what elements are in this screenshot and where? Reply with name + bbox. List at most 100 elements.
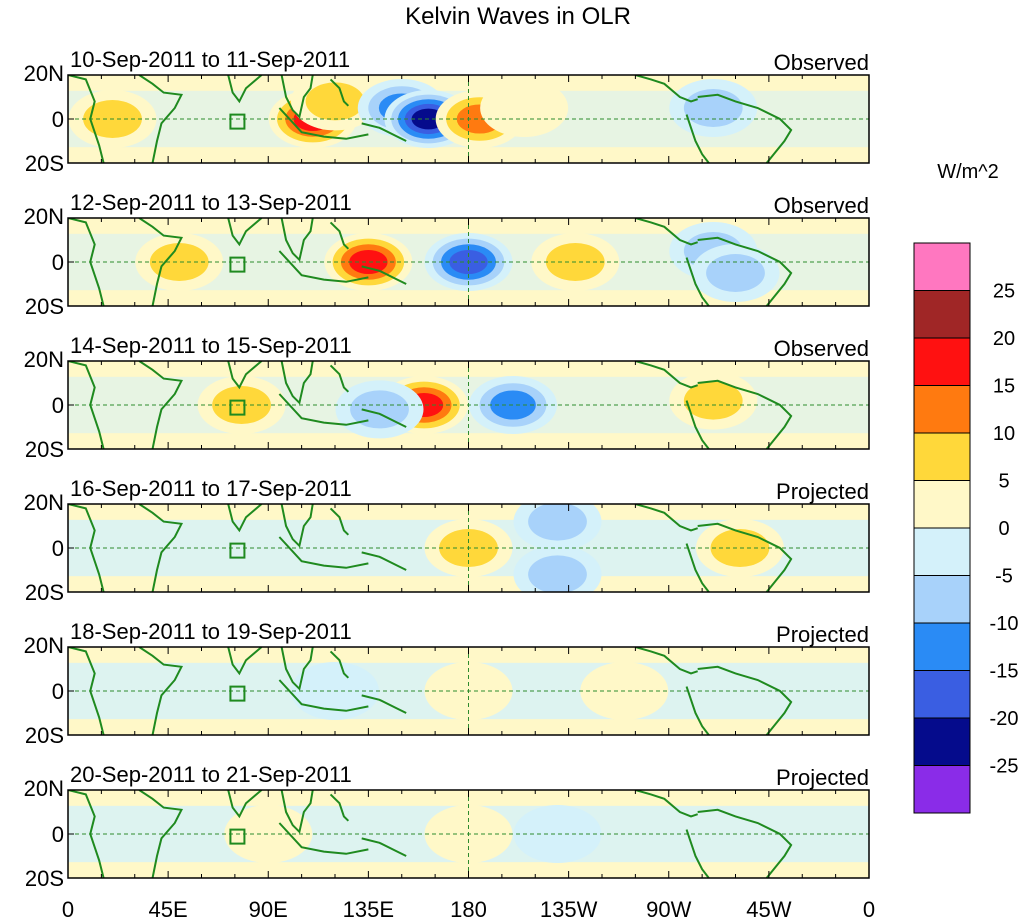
anomaly-contour: [683, 381, 743, 420]
south-america-west-coast: [685, 400, 710, 449]
southeast-asia-coast: [280, 75, 314, 119]
south-america-west-coast: [685, 543, 710, 592]
y-tick-label: 20N: [24, 490, 64, 515]
colorbar-swatch: [913, 385, 971, 434]
panel-status: Observed: [774, 193, 869, 218]
africa-west-coast: [68, 504, 105, 592]
coastlines: [68, 647, 793, 735]
india-coast: [227, 75, 263, 104]
colorbar-level-label: 10: [993, 423, 1015, 445]
x-tick-label: 135W: [540, 897, 598, 922]
colorbar-swatch: [913, 432, 971, 481]
southeast-asia-coast: [280, 504, 314, 548]
philippines-coast: [329, 364, 350, 393]
africa-east-coast: [138, 504, 184, 592]
india-coast: [227, 790, 263, 819]
south-america-east-coast: [697, 522, 793, 592]
south-america-west-coast: [685, 257, 710, 306]
africa-east-coast: [138, 790, 184, 878]
southeast-asia-coast: [280, 361, 314, 405]
panel-status: Projected: [776, 622, 869, 647]
anomaly-contour: [528, 555, 587, 592]
y-tick-label: 20S: [25, 294, 64, 319]
india-coast: [227, 218, 263, 247]
panel-date-range: 12-Sep-2011 to 13-Sep-2011: [70, 190, 352, 215]
colorbar-swatch: [913, 527, 971, 576]
colorbar-level-label: 25: [993, 281, 1015, 303]
y-tick-label: 20S: [25, 151, 64, 176]
panel: 20N 0 20S 18-Sep-2011 to 19-Sep-2011 Project…: [24, 619, 870, 748]
panel-date-range: 18-Sep-2011 to 19-Sep-2011: [70, 619, 352, 644]
central-america-coast: [635, 75, 698, 103]
y-tick-label: 20N: [24, 347, 64, 372]
south-america-west-coast: [685, 686, 710, 735]
panel-date-range: 10-Sep-2011 to 11-Sep-2011: [70, 47, 350, 72]
south-america-east-coast: [697, 236, 793, 306]
y-tick-label: 0: [52, 679, 64, 704]
africa-west-coast: [68, 218, 105, 306]
colorbar-level-label: -25: [990, 756, 1019, 778]
colorbar-level-label: 0: [998, 518, 1009, 540]
new-guinea-coast: [361, 551, 407, 571]
x-tick-label: 90W: [646, 897, 691, 922]
colorbar-swatch: [913, 290, 971, 339]
south-america-west-coast: [685, 114, 710, 163]
coastlines: [68, 361, 793, 449]
central-america-coast: [635, 361, 698, 389]
region-box: [229, 256, 246, 273]
colorbar-level-label: 5: [998, 471, 1009, 493]
southeast-asia-coast: [280, 790, 314, 834]
new-guinea-coast: [361, 837, 407, 857]
region-box: [229, 113, 246, 130]
coastlines: [68, 75, 793, 163]
colorbar-swatch: [913, 670, 971, 719]
central-america-coast: [635, 218, 698, 246]
y-tick-label: 20S: [25, 723, 64, 748]
colorbar-level-label: -5: [995, 566, 1013, 588]
philippines-coast: [329, 221, 350, 250]
africa-east-coast: [138, 361, 184, 449]
indonesia-coast: [278, 393, 369, 426]
y-tick-label: 20N: [24, 204, 64, 229]
y-tick-label: 20N: [24, 776, 64, 801]
indonesia-coast: [278, 679, 369, 712]
x-tick-label: 45W: [746, 897, 791, 922]
anomaly-contour: [528, 504, 587, 541]
x-tick-label: 0: [863, 897, 875, 922]
panel-date-range: 20-Sep-2011 to 21-Sep-2011: [70, 762, 352, 787]
x-tick-label: 90E: [249, 897, 288, 922]
colorbar-swatch: [913, 575, 971, 624]
anomaly-contour: [706, 254, 765, 292]
colorbar-level-label: -15: [990, 661, 1019, 683]
south-america-east-coast: [697, 379, 793, 449]
south-america-east-coast: [697, 93, 793, 163]
colorbar-units-label: W/m^2: [937, 161, 999, 183]
x-tick-label: 45E: [149, 897, 188, 922]
anomaly-contour: [513, 805, 602, 863]
panel: 20N 0 20S 20-Sep-2011 to 21-Sep-2011 Project…: [24, 762, 870, 891]
chart-title: Kelvin Waves in OLR: [405, 3, 631, 30]
panel-status: Observed: [774, 336, 869, 361]
africa-west-coast: [68, 647, 105, 735]
panel-status: Observed: [774, 50, 869, 75]
south-america-east-coast: [697, 665, 793, 735]
x-axis: 0 45E 90E 135E 180 135W 90W 45W 0: [62, 897, 875, 922]
panel: 20N 0 20S 16-Sep-2011 to 17-Sep-2011 Project…: [24, 476, 870, 605]
philippines-coast: [329, 78, 350, 107]
anomaly-contour: [212, 386, 271, 424]
philippines-coast: [329, 793, 350, 822]
philippines-coast: [329, 507, 350, 536]
anomaly-contour: [480, 79, 569, 137]
central-america-coast: [635, 790, 698, 818]
panel-date-range: 16-Sep-2011 to 17-Sep-2011: [70, 476, 352, 501]
panels: 20N 0 20S 10-Sep-2011 to 11-Sep-2011 Observe…: [24, 47, 870, 891]
new-guinea-coast: [361, 122, 407, 142]
africa-west-coast: [68, 790, 105, 878]
y-tick-label: 20S: [25, 437, 64, 462]
anomaly-contour: [149, 243, 209, 281]
india-coast: [227, 504, 263, 533]
africa-east-coast: [138, 218, 184, 306]
africa-west-coast: [68, 361, 105, 449]
south-america-west-coast: [685, 829, 710, 878]
